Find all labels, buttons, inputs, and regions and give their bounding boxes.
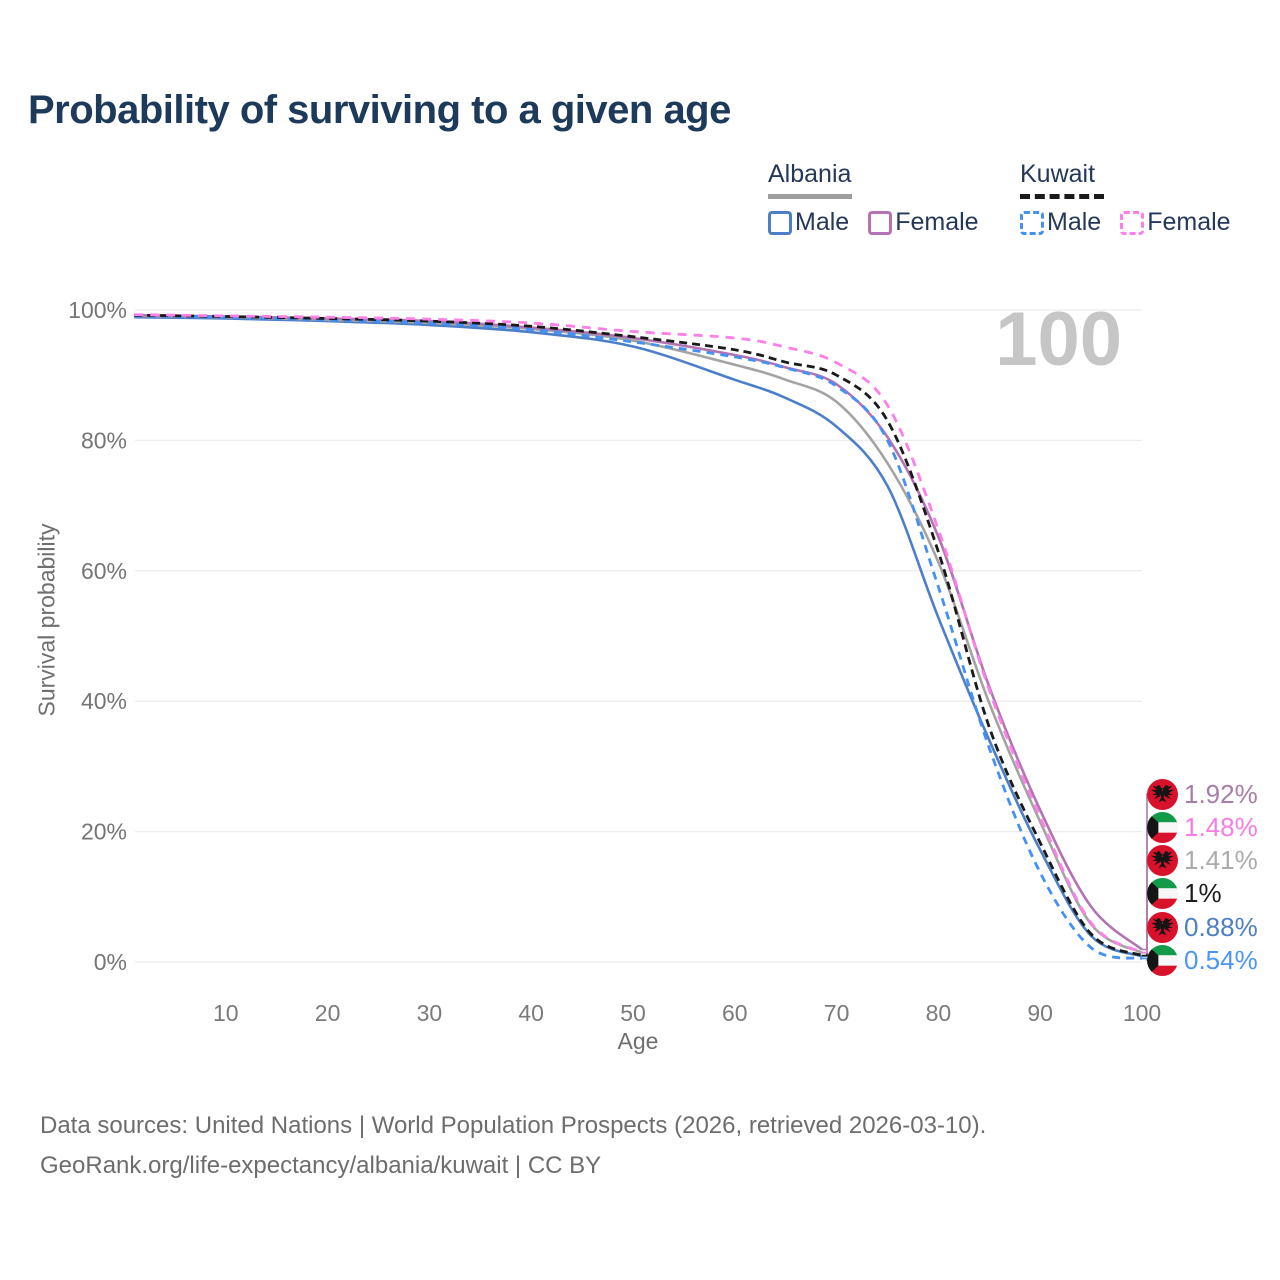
end-label-value: 1.41%	[1184, 844, 1258, 875]
curve-kuwait-total	[134, 313, 1143, 957]
albania-flag-icon	[1147, 778, 1178, 810]
legend-albania-label[interactable]: Albania	[768, 160, 852, 188]
end-label-value: 0.54%	[1184, 944, 1258, 975]
curve-albania-female	[134, 313, 1143, 951]
kuwait-male-swatch-icon	[1020, 210, 1044, 235]
albania-flag-icon	[1147, 911, 1178, 943]
kuwait-flag-icon	[1147, 877, 1178, 909]
albania-flag-icon	[1147, 844, 1178, 876]
kuwait-flag-icon	[1147, 877, 1178, 909]
x-axis-title: Age	[617, 1028, 659, 1054]
kuwait-flag-icon	[1147, 944, 1178, 976]
legend-group-albania: Albania Male Female	[768, 160, 998, 237]
x-tick-label: 40	[518, 1000, 544, 1026]
x-tick-label: 20	[315, 1000, 341, 1026]
kuwait-flag-icon	[1147, 944, 1178, 976]
legend-item-label: Female	[1147, 208, 1231, 236]
end-label-value: 0.88%	[1184, 911, 1258, 942]
legend-item-label: Male	[1047, 208, 1102, 236]
license-line: GeoRank.org/life-expectancy/albania/kuwa…	[40, 1152, 602, 1179]
legend-group-kuwait: Kuwait Male Female	[1020, 160, 1250, 237]
legend-item-label: Male	[795, 208, 850, 236]
x-tick-label: 30	[417, 1000, 443, 1026]
kuwait-flag-icon	[1147, 811, 1178, 843]
albania-flag-icon	[1147, 911, 1178, 943]
legend-item-albania-male[interactable]: Male	[768, 208, 849, 237]
y-tick-label: 60%	[81, 558, 127, 584]
legend-item-albania-female[interactable]: Female	[868, 208, 979, 237]
end-label-value: 1%	[1184, 877, 1222, 908]
kuwait-total-line-swatch	[1020, 194, 1104, 199]
albania-male-swatch-icon	[768, 210, 792, 235]
curve-kuwait-female	[134, 313, 1143, 954]
end-label-value: 1.92%	[1184, 778, 1258, 809]
curve-kuwait-male	[134, 314, 1143, 960]
end-label-value: 1.48%	[1184, 811, 1258, 842]
data-sources-line: Data sources: United Nations | World Pop…	[40, 1112, 987, 1139]
kuwait-flag-icon	[1147, 811, 1178, 843]
y-tick-label: 20%	[81, 819, 127, 845]
x-tick-label: 80	[926, 1000, 952, 1026]
end-label-albania-total: 1.41%	[1147, 843, 1258, 877]
attribution-footer: Data sources: United Nations | World Pop…	[40, 1106, 986, 1186]
y-tick-label: 80%	[81, 427, 127, 453]
albania-flag-icon	[1147, 778, 1178, 810]
x-tick-label: 10	[213, 1000, 239, 1026]
end-label-albania-female: 1.92%	[1147, 777, 1258, 811]
hovered-age-watermark: 100	[995, 297, 1122, 382]
x-tick-label: 70	[824, 1000, 850, 1026]
end-label-kuwait-total: 1%	[1147, 876, 1222, 910]
albania-total-line-swatch	[768, 194, 852, 199]
albania-flag-icon	[1147, 844, 1178, 876]
y-tick-label: 40%	[81, 688, 127, 714]
kuwait-female-swatch-icon	[1120, 210, 1145, 235]
curve-albania-total	[134, 314, 1143, 954]
x-tick-label: 50	[620, 1000, 646, 1026]
end-label-kuwait-male: 0.54%	[1147, 943, 1258, 977]
y-tick-label: 100%	[68, 297, 127, 323]
page-title: Probability of surviving to a given age	[28, 88, 731, 132]
legend-kuwait-label[interactable]: Kuwait	[1020, 160, 1096, 188]
end-label-albania-male: 0.88%	[1147, 910, 1258, 944]
y-axis-title: Survival probability	[33, 523, 60, 717]
y-tick-label: 0%	[94, 949, 127, 975]
legend-item-label: Female	[895, 208, 979, 236]
x-tick-label: 100	[1123, 1000, 1161, 1026]
x-tick-label: 90	[1027, 1000, 1053, 1026]
x-tick-label: 60	[722, 1000, 748, 1026]
end-label-kuwait-female: 1.48%	[1147, 810, 1258, 844]
curve-albania-male	[134, 315, 1143, 958]
legend-item-kuwait-female[interactable]: Female	[1120, 208, 1231, 237]
albania-female-swatch-icon	[868, 210, 893, 235]
legend-item-kuwait-male[interactable]: Male	[1020, 208, 1101, 237]
